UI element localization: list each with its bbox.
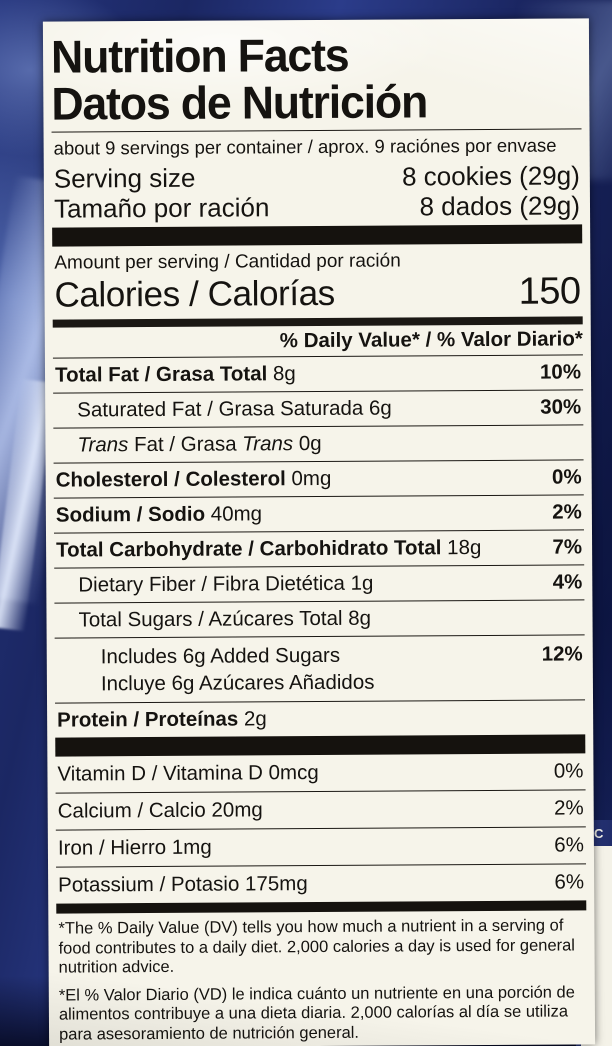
nutrient-amount-total-fat: 8g [267, 362, 296, 386]
nutrient-percent-cholesterol: 0% [551, 465, 582, 489]
nutrient-name-total-sugars: Total Sugars / Azúcares Total [78, 606, 343, 632]
nutrient-amount-sodium: 40mg [205, 502, 263, 526]
nutrient-label-line-2: Incluye 6g Azúcares Añadidos [100, 670, 375, 696]
nutrient-label-saturated-fat: Saturated Fat / Grasa Saturada 6g [55, 397, 392, 423]
vitamin-label-calcium: Calcium / Calcio 20mg [57, 798, 263, 823]
nutrient-label-added-sugars: Includes 6g Added Sugars Incluye 6g Azúca… [57, 642, 375, 698]
nutrient-name-cholesterol: Cholesterol / Colesterol [55, 467, 286, 492]
vitamin-percent-vitamin-d: 0% [553, 759, 584, 783]
nutrient-name-saturated-fat: Saturated Fat / Grasa Saturada [77, 396, 364, 422]
nutrient-label-dietary-fiber: Dietary Fiber / Fibra Dietética 1g [56, 572, 373, 598]
nutrient-row-sodium: Sodium / Sodio 40mg 2% [53, 494, 584, 533]
nutrient-percent-sodium: 2% [552, 500, 582, 524]
serving-size-value-spanish: 8 dados (29g) [419, 190, 581, 222]
footnote-english: *The % Daily Value (DV) tells you how mu… [58, 916, 575, 977]
serving-size-value-english: 8 cookies (29g) [401, 160, 580, 192]
nutrient-label-trans-fat: Trans Fat / Grasa Trans 0g [55, 432, 321, 458]
nutrient-amount-total-carbohydrate: 18g [441, 536, 482, 560]
nutrient-name-total-fat: Total Fat / Grasa Total [54, 362, 268, 387]
nutrient-label-italic: Trans [77, 433, 129, 457]
nutrient-label-total-sugars: Total Sugars / Azúcares Total 8g [56, 607, 371, 633]
nutrient-label-total-fat: Total Fat / Grasa Total 8g [55, 362, 296, 387]
nutrient-label-line-1: Includes 6g Added Sugars [100, 643, 341, 669]
calories-row: Calories / Calorías 150 [52, 270, 582, 319]
nutrient-label-total-carbohydrate: Total Carbohydrate / Carbohidrato Total … [56, 536, 481, 563]
nutrient-name-total-carbohydrate: Total Carbohydrate / Carbohidrato Total [56, 536, 442, 562]
vitamin-percent-potassium: 6% [554, 870, 585, 894]
label-title-spanish: Datos de Nutrición [51, 75, 428, 130]
vitamin-percent-calcium: 2% [553, 796, 584, 820]
vitamin-row-calcium: Calcium / Calcio 20mg 2% [55, 789, 586, 830]
nutrient-amount-cholesterol: 0mg [285, 466, 332, 491]
label-title-english: Nutrition Facts [50, 28, 349, 83]
nutrient-row-total-carbohydrate: Total Carbohydrate / Carbohidrato Total … [53, 529, 585, 568]
nutrient-amount-saturated-fat: 6g [363, 396, 392, 420]
footnote-spanish: *El % Valor Diario (VD) le indica cuánto… [58, 982, 575, 1044]
nutrient-label-italic: Trans [242, 432, 294, 456]
serving-size-row-english: Serving size 8 cookies (29g) [52, 159, 582, 193]
nutrient-amount-protein: 2g [238, 707, 267, 731]
nutrient-name-dietary-fiber: Dietary Fiber / Fibra Dietética [78, 571, 345, 597]
vitamin-table: Vitamin D / Vitamina D 0mcg 0% Calcium / C… [55, 753, 587, 904]
nutrition-facts-label: Nutrition Facts Datos de Nutrición about… [42, 18, 596, 1046]
nutrient-label-protein: Protein / Proteínas 2g [57, 707, 267, 732]
nutrient-percent-total-fat: 10% [539, 360, 582, 384]
vitamin-percent-iron: 6% [554, 833, 584, 857]
nutrient-name-protein: Protein / Proteínas [57, 707, 239, 732]
nutrient-row-protein: Protein / Proteínas 2g [55, 699, 586, 738]
calories-value: 150 [518, 270, 581, 313]
nutrient-row-saturated-fat: Saturated Fat / Grasa Saturada 6g 30% [53, 389, 584, 428]
nutrient-row-trans-fat: Trans Fat / Grasa Trans 0g [53, 424, 584, 463]
vitamin-label-vitamin-d: Vitamin D / Vitamina D 0mcg [57, 761, 319, 786]
vitamin-label-potassium: Potassium / Potasio 175mg [58, 872, 308, 897]
nutrient-amount-trans-fat: 0g [293, 431, 322, 456]
calories-label: Calories / Calorías [54, 273, 335, 315]
nutrient-row-dietary-fiber: Dietary Fiber / Fibra Dietética 1g 4% [54, 564, 585, 603]
nutrient-percent-dietary-fiber: 4% [552, 570, 583, 594]
nutrient-label-mid: Fat / Grasa [128, 432, 243, 457]
nutrient-row-total-fat: Total Fat / Grasa Total 8g 10% [52, 354, 584, 393]
servings-per-container: about 9 servings per container / aprox. … [53, 134, 557, 159]
vitamin-row-iron: Iron / Hierro 1mg 6% [55, 826, 587, 867]
vitamin-label-iron: Iron / Hierro 1mg [57, 835, 212, 860]
serving-size-label-english: Serving size [53, 162, 196, 194]
nutrient-row-total-sugars: Total Sugars / Azúcares Total 8g [54, 599, 585, 638]
nutrient-label-cholesterol: Cholesterol / Colesterol 0mg [56, 467, 332, 493]
vitamin-row-potassium: Potassium / Potasio 175mg 6% [56, 863, 587, 904]
daily-value-header: % Daily Value* / % Valor Diario* [279, 327, 583, 353]
nutrient-row-added-sugars: Includes 6g Added Sugars Incluye 6g Azúca… [54, 634, 586, 703]
nutrient-name-sodium: Sodium / Sodio [55, 502, 206, 527]
nutrient-table: Total Fat / Grasa Total 8g 10% Saturated F… [52, 354, 586, 738]
nutrient-row-cholesterol: Cholesterol / Colesterol 0mg 0% [53, 459, 584, 498]
nutrient-amount-total-sugars: 8g [342, 606, 372, 630]
nutrient-amount-dietary-fiber: 1g [344, 571, 374, 595]
nutrient-percent-added-sugars: 12% [541, 642, 583, 666]
nutrient-percent-saturated-fat: 30% [540, 395, 582, 419]
serving-size-row-spanish: Tamaño por ración 8 dados (29g) [52, 190, 582, 227]
vitamin-row-vitamin-d: Vitamin D / Vitamina D 0mcg 0% [55, 753, 585, 792]
nutrient-label-sodium: Sodium / Sodio 40mg [56, 502, 262, 527]
nutrient-percent-total-carbohydrate: 7% [552, 535, 583, 559]
serving-size-label-spanish: Tamaño por ración [53, 192, 270, 224]
amount-per-serving-label: Amount per serving / Cantidad por ración [54, 250, 401, 274]
